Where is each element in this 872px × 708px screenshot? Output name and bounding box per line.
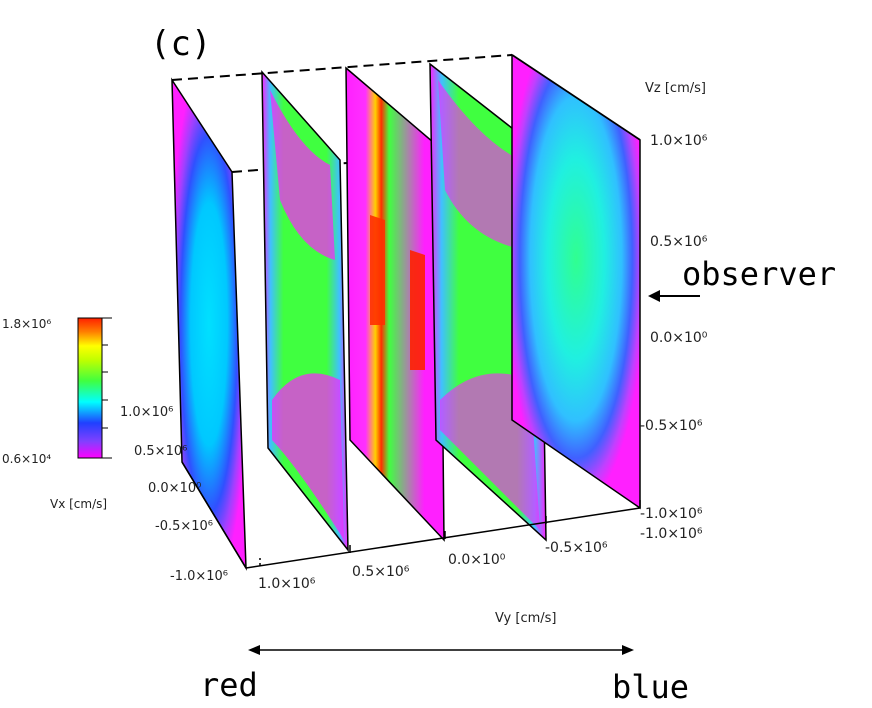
vy-tick: -0.5×10⁶: [545, 540, 608, 556]
vz-tick: -1.0×10⁶: [640, 506, 703, 522]
vz-tick: 0.5×10⁶: [650, 234, 708, 250]
velocity-slice-3: [345, 66, 445, 542]
velocity-slice-2: [261, 69, 349, 553]
vy-tick: 1.0×10⁶: [258, 576, 316, 592]
vz-tick: 1.0×10⁶: [650, 133, 708, 149]
vz-tick: -0.5×10⁶: [640, 418, 703, 434]
vy-tick: 0.0×10⁰: [448, 552, 506, 568]
colorbar-min-label: 0.6×10⁴: [2, 452, 51, 466]
panel-label: (c): [150, 24, 211, 64]
vy-axis-title: Vy [cm/s]: [495, 611, 556, 626]
observer-label: observer: [682, 255, 836, 293]
colorbar: 1.8×10⁶ 0.6×10⁴: [2, 317, 112, 466]
red-label: red: [200, 666, 258, 704]
vx-tick: 1.0×10⁶: [120, 405, 173, 420]
vy-tick: 0.5×10⁶: [352, 564, 410, 580]
vz-axis: Vz [cm/s] 1.0×10⁶ 0.5×10⁶ 0.0×10⁰ -0.5×1…: [640, 81, 708, 522]
colorbar-max-label: 1.8×10⁶: [2, 317, 51, 331]
vy-axis-labels: 1.0×10⁶ 0.5×10⁶ 0.0×10⁰ -0.5×10⁶ -1.0×10…: [258, 526, 703, 626]
vy-tick: -1.0×10⁶: [640, 526, 703, 542]
vx-tick: -0.5×10⁶: [155, 519, 213, 534]
wavelength-arrow: red blue: [200, 645, 689, 706]
vx-axis: 1.0×10⁶ 0.5×10⁶ 0.0×10⁰ -0.5×10⁶ -1.0×10…: [50, 405, 247, 584]
arrow-right-icon: [622, 645, 634, 655]
vz-tick: 0.0×10⁰: [650, 330, 708, 346]
arrow-left-icon: [648, 290, 660, 302]
vx-axis-title: Vx [cm/s]: [50, 497, 107, 511]
vy-axis: [245, 500, 641, 569]
vx-tick: -1.0×10⁶: [170, 569, 228, 584]
arrow-left-icon: [248, 645, 260, 655]
blue-label: blue: [612, 668, 689, 706]
vx-tick: 0.5×10⁶: [134, 444, 187, 459]
observer-indicator: observer: [648, 255, 836, 302]
vx-tick: 0.0×10⁰: [148, 481, 201, 496]
vz-axis-title: Vz [cm/s]: [645, 81, 706, 96]
